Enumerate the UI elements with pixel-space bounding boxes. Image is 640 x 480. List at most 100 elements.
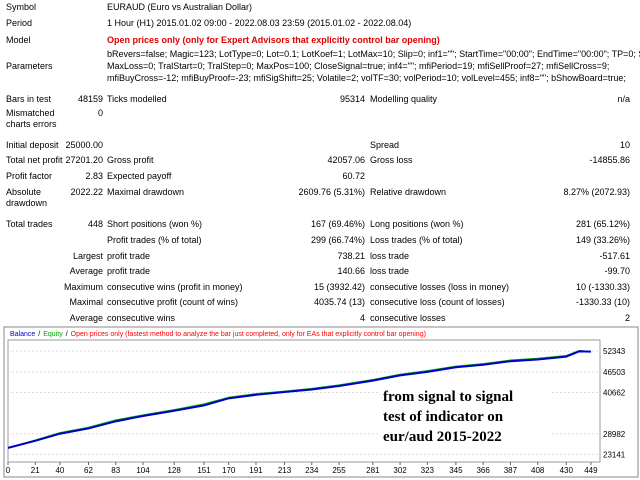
y-tick-label: 40662: [603, 388, 626, 397]
stat-label: consecutive loss (count of losses): [370, 297, 505, 307]
info-label: Model: [6, 35, 31, 45]
stat-label: Gross profit: [107, 155, 154, 165]
y-tick-label: 46503: [603, 368, 626, 377]
stat-label: Average: [69, 313, 103, 323]
stat-label: Largest: [72, 251, 103, 261]
stat-value: 95314: [339, 94, 365, 104]
x-tick-label: 170: [222, 466, 236, 475]
stat-label: Modelling quality: [370, 94, 438, 104]
x-tick-label: 234: [305, 466, 319, 475]
stat-label: profit trade: [107, 251, 151, 261]
stat-value: 48159: [77, 94, 103, 104]
stat-label: Profit factor: [6, 171, 53, 181]
x-tick-label: 281: [366, 466, 380, 475]
x-tick-label: 408: [531, 466, 545, 475]
x-tick-label: 366: [476, 466, 490, 475]
parameter-line: bRevers=false; Magic=123; LotType=0; Lot…: [107, 49, 640, 59]
stat-value: 2609.76 (5.31%): [298, 187, 365, 197]
stat-value: 15 (3932.42): [313, 282, 365, 292]
x-tick-label: 345: [449, 466, 463, 475]
legend-item: /: [38, 331, 40, 338]
stat-value: 149 (33.26%): [575, 235, 630, 245]
stat-label: loss trade: [370, 251, 410, 261]
stat-value: 2: [624, 313, 630, 323]
series-line: [7, 349, 591, 449]
stat-value: 8.27% (2072.93): [563, 187, 630, 197]
stat-label: Short positions (won %): [107, 219, 203, 229]
stat-label: Maximal drawdown: [107, 187, 185, 197]
stat-label: Loss trades (% of total): [370, 235, 463, 245]
stat-value: -1330.33 (10): [575, 297, 630, 307]
stat-value: 281 (65.12%): [575, 219, 630, 229]
stat-label: consecutive wins (profit in money): [107, 282, 243, 292]
stat-value: 0: [97, 108, 103, 118]
stat-value: 4: [359, 313, 365, 323]
y-tick-label: 23141: [603, 450, 626, 459]
annotation-box: [378, 384, 550, 450]
x-tick-label: 128: [167, 466, 181, 475]
annotation-text: from signal to signal: [383, 389, 513, 405]
stat-label: Maximal: [69, 297, 103, 307]
stat-label: loss trade: [370, 266, 410, 276]
stat-label: consecutive losses (loss in money): [370, 282, 510, 292]
info-value: 1 Hour (H1) 2015.01.02 09:00 - 2022.08.0…: [107, 18, 412, 28]
x-tick-label: 21: [31, 466, 40, 475]
stat-label: Mismatched charts errors: [6, 108, 57, 129]
stat-value: n/a: [617, 94, 630, 104]
annotation-text: test of indicator on: [383, 409, 504, 425]
stat-label: profit trade: [107, 266, 151, 276]
stat-label: Bars in test: [6, 94, 52, 104]
legend-item: Balance: [10, 331, 35, 338]
x-tick-label: 302: [393, 466, 407, 475]
stat-value: 27201.20: [65, 155, 103, 165]
stat-label: Relative drawdown: [370, 187, 447, 197]
stat-value: 167 (69.46%): [310, 219, 365, 229]
x-tick-label: 387: [504, 466, 518, 475]
x-tick-label: 430: [560, 466, 574, 475]
legend-item: Open prices only (fastest method to anal…: [71, 331, 426, 338]
stat-label: consecutive profit (count of wins): [107, 297, 239, 307]
stat-value: 42057.06: [327, 155, 365, 165]
stat-value: 25000.00: [65, 140, 103, 150]
stat-value: -99.70: [604, 266, 630, 276]
stat-label: consecutive losses: [370, 313, 446, 323]
legend-item: /: [66, 331, 68, 338]
x-tick-label: 0: [6, 466, 11, 475]
info-label: Period: [6, 18, 33, 28]
stat-label: Expected payoff: [107, 171, 172, 181]
stat-value: 4035.74 (13): [313, 297, 365, 307]
x-tick-label: 449: [584, 466, 598, 475]
stat-label: Absolute drawdown: [6, 187, 48, 208]
stat-value: 10 (-1330.33): [575, 282, 630, 292]
info-label: Parameters: [6, 61, 53, 71]
x-tick-label: 191: [249, 466, 263, 475]
stat-label: Ticks modelled: [107, 94, 167, 104]
x-tick-label: 213: [278, 466, 292, 475]
x-tick-label: 255: [332, 466, 346, 475]
annotation-text: eur/aud 2015-2022: [383, 429, 502, 445]
stat-label: Long positions (won %): [370, 219, 464, 229]
info-value: EURAUD (Euro vs Australian Dollar): [107, 2, 253, 12]
stat-value: 60.72: [342, 171, 365, 181]
x-tick-label: 323: [421, 466, 435, 475]
stat-label: Average: [69, 266, 103, 276]
stat-value: 2022.22: [70, 187, 103, 197]
stat-value: 299 (66.74%): [310, 235, 365, 245]
stat-value: -14855.86: [589, 155, 630, 165]
parameter-line: mfiBuyCross=-12; mfiBuyProof=-23; mfiSig…: [107, 73, 626, 83]
x-tick-label: 104: [136, 466, 150, 475]
stat-label: Initial deposit: [6, 140, 59, 150]
stat-value: 10: [619, 140, 630, 150]
x-tick-label: 62: [84, 466, 93, 475]
legend: Balance / Equity / Open prices only (fastest…: [10, 331, 426, 338]
x-tick-label: 83: [111, 466, 120, 475]
y-tick-label: 52343: [603, 347, 626, 356]
info-label: Symbol: [6, 2, 37, 12]
stat-label: Spread: [370, 140, 400, 150]
stat-label: Profit trades (% of total): [107, 235, 202, 245]
stat-value: -517.61: [599, 251, 630, 261]
info-value: Open prices only (only for Expert Adviso…: [107, 35, 440, 45]
parameter-line: MaxLoss=0; TralStart=0; TralStep=0; MaxP…: [107, 61, 610, 71]
